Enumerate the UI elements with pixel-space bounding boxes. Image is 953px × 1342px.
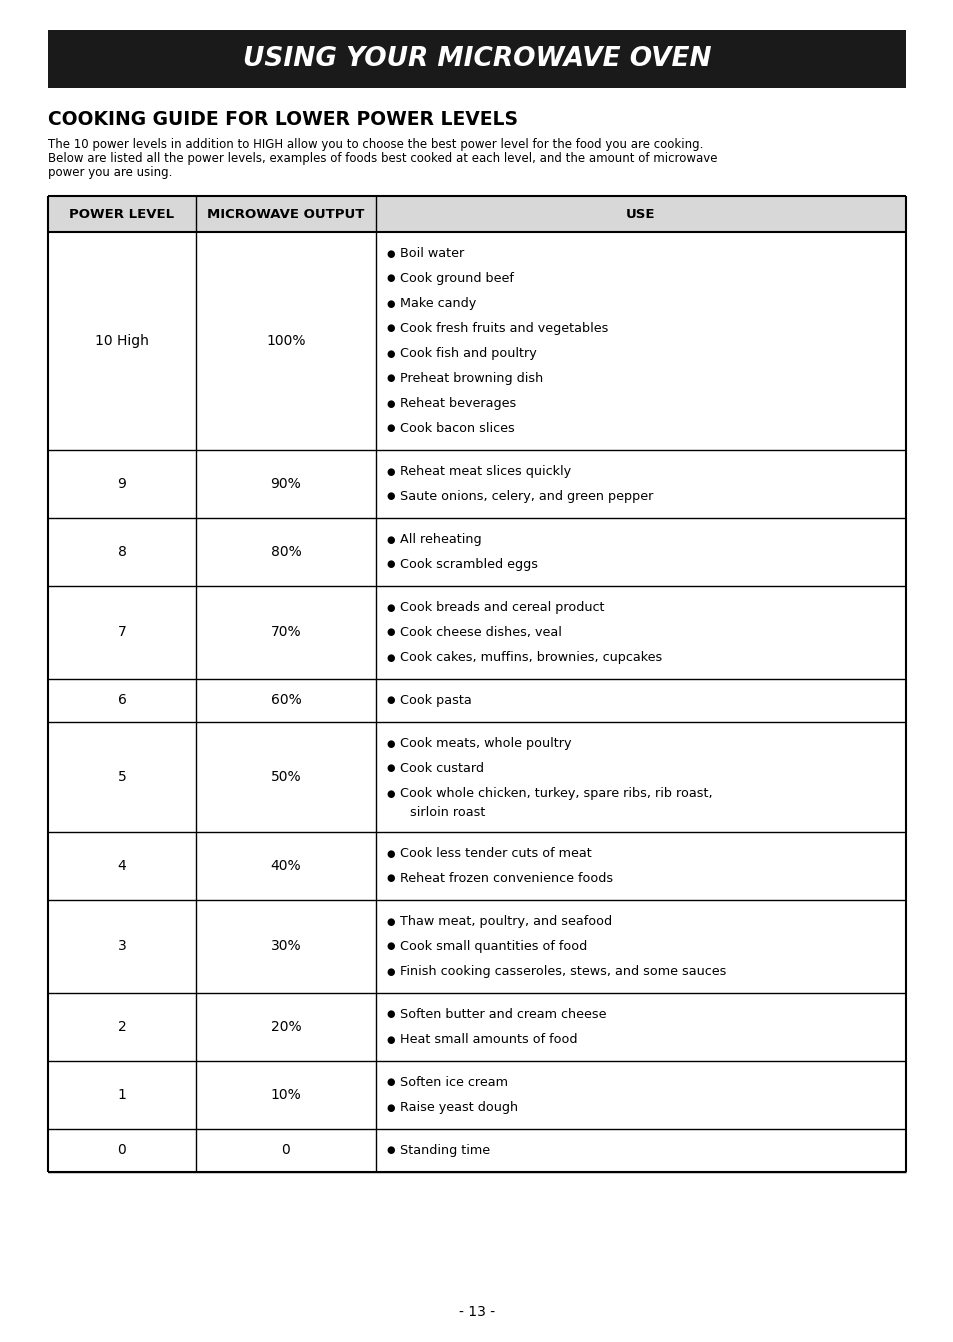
Text: ●: ● — [386, 534, 395, 545]
Text: ●: ● — [386, 874, 395, 883]
Text: ●: ● — [386, 652, 395, 663]
Text: 8: 8 — [117, 545, 127, 560]
Text: Cook fresh fruits and vegetables: Cook fresh fruits and vegetables — [399, 322, 608, 336]
Text: Cook fish and poultry: Cook fish and poultry — [399, 348, 537, 360]
Text: 70%: 70% — [271, 625, 301, 640]
Text: Reheat meat slices quickly: Reheat meat slices quickly — [399, 464, 571, 478]
Text: 80%: 80% — [271, 545, 301, 560]
Text: 10 High: 10 High — [95, 334, 149, 348]
Text: All reheating: All reheating — [399, 533, 481, 546]
Text: 7: 7 — [117, 625, 126, 640]
Text: ●: ● — [386, 1078, 395, 1087]
Text: Cook small quantities of food: Cook small quantities of food — [399, 939, 587, 953]
Text: Cook meats, whole poultry: Cook meats, whole poultry — [399, 737, 571, 750]
Text: Thaw meat, poultry, and seafood: Thaw meat, poultry, and seafood — [399, 915, 612, 929]
Text: 40%: 40% — [271, 859, 301, 874]
Text: ●: ● — [386, 491, 395, 502]
Text: Below are listed all the power levels, examples of foods best cooked at each lev: Below are listed all the power levels, e… — [48, 152, 717, 165]
Text: Finish cooking casseroles, stews, and some sauces: Finish cooking casseroles, stews, and so… — [399, 965, 725, 978]
Text: 20%: 20% — [271, 1020, 301, 1033]
Text: Reheat beverages: Reheat beverages — [399, 397, 516, 411]
Text: ●: ● — [386, 424, 395, 433]
Text: Cook whole chicken, turkey, spare ribs, rib roast,: Cook whole chicken, turkey, spare ribs, … — [399, 786, 712, 800]
Text: ●: ● — [386, 738, 395, 749]
FancyBboxPatch shape — [48, 196, 905, 232]
Text: 3: 3 — [117, 939, 126, 954]
Text: Preheat browning dish: Preheat browning dish — [399, 372, 542, 385]
Text: Cook cakes, muffins, brownies, cupcakes: Cook cakes, muffins, brownies, cupcakes — [399, 651, 661, 664]
Text: ●: ● — [386, 848, 395, 859]
Text: 10%: 10% — [271, 1088, 301, 1102]
Text: Cook ground beef: Cook ground beef — [399, 272, 514, 285]
Text: Cook cheese dishes, veal: Cook cheese dishes, veal — [399, 625, 561, 639]
Text: 0: 0 — [117, 1143, 126, 1158]
Text: USING YOUR MICROWAVE OVEN: USING YOUR MICROWAVE OVEN — [242, 46, 711, 72]
Text: ●: ● — [386, 917, 395, 926]
Text: ●: ● — [386, 1035, 395, 1044]
Text: Reheat frozen convenience foods: Reheat frozen convenience foods — [399, 872, 613, 884]
Text: 5: 5 — [117, 770, 126, 784]
Text: power you are using.: power you are using. — [48, 166, 172, 178]
Text: 60%: 60% — [271, 694, 301, 707]
Text: COOKING GUIDE FOR LOWER POWER LEVELS: COOKING GUIDE FOR LOWER POWER LEVELS — [48, 110, 517, 129]
Text: ●: ● — [386, 966, 395, 977]
Text: 1: 1 — [117, 1088, 127, 1102]
Text: POWER LEVEL: POWER LEVEL — [70, 208, 174, 220]
Text: Boil water: Boil water — [399, 247, 464, 260]
Text: Raise yeast dough: Raise yeast dough — [399, 1100, 517, 1114]
Text: ●: ● — [386, 323, 395, 334]
Text: ●: ● — [386, 248, 395, 259]
Text: ●: ● — [386, 1009, 395, 1020]
Text: 2: 2 — [117, 1020, 126, 1033]
Text: Cook scrambled eggs: Cook scrambled eggs — [399, 558, 537, 570]
Text: 30%: 30% — [271, 939, 301, 954]
Text: 6: 6 — [117, 694, 127, 707]
Text: Heat small amounts of food: Heat small amounts of food — [399, 1033, 577, 1045]
Text: ●: ● — [386, 298, 395, 309]
Text: 100%: 100% — [266, 334, 305, 348]
Text: ●: ● — [386, 603, 395, 612]
Text: sirloin roast: sirloin roast — [410, 807, 485, 819]
Text: 0: 0 — [281, 1143, 290, 1158]
Text: Standing time: Standing time — [399, 1143, 490, 1157]
Text: ●: ● — [386, 349, 395, 358]
Text: ●: ● — [386, 695, 395, 706]
Text: MICROWAVE OUTPUT: MICROWAVE OUTPUT — [207, 208, 364, 220]
Text: Saute onions, celery, and green pepper: Saute onions, celery, and green pepper — [399, 490, 653, 503]
Text: Make candy: Make candy — [399, 297, 476, 310]
Text: Soften butter and cream cheese: Soften butter and cream cheese — [399, 1008, 606, 1021]
Text: ●: ● — [386, 399, 395, 408]
Text: ●: ● — [386, 467, 395, 476]
Text: ●: ● — [386, 373, 395, 384]
Text: Cook bacon slices: Cook bacon slices — [399, 421, 515, 435]
Text: Soften ice cream: Soften ice cream — [399, 1076, 507, 1088]
Text: The 10 power levels in addition to HIGH allow you to choose the best power level: The 10 power levels in addition to HIGH … — [48, 138, 702, 152]
FancyBboxPatch shape — [48, 30, 905, 89]
Text: ●: ● — [386, 560, 395, 569]
Text: Cook custard: Cook custard — [399, 762, 483, 774]
Text: ●: ● — [386, 628, 395, 637]
Text: 90%: 90% — [271, 476, 301, 491]
Text: Cook pasta: Cook pasta — [399, 694, 471, 707]
Text: ●: ● — [386, 1146, 395, 1155]
Text: Cook less tender cuts of meat: Cook less tender cuts of meat — [399, 847, 591, 860]
Text: 50%: 50% — [271, 770, 301, 784]
Text: ●: ● — [386, 789, 395, 798]
Text: ●: ● — [386, 942, 395, 951]
Text: USE: USE — [625, 208, 655, 220]
Text: Cook breads and cereal product: Cook breads and cereal product — [399, 601, 604, 615]
Text: ●: ● — [386, 764, 395, 773]
Text: 9: 9 — [117, 476, 127, 491]
Text: ●: ● — [386, 274, 395, 283]
Text: 4: 4 — [117, 859, 126, 874]
Text: - 13 -: - 13 - — [458, 1304, 495, 1319]
Text: ●: ● — [386, 1103, 395, 1113]
